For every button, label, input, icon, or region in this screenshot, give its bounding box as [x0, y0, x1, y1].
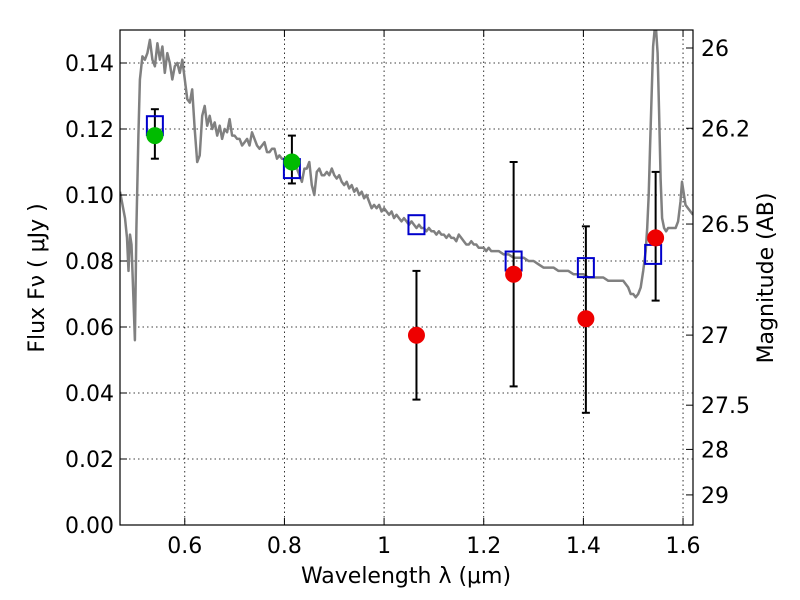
plot-frame: [119, 29, 694, 526]
observed-point: [647, 229, 665, 247]
observed-photometry-points: [146, 127, 665, 344]
x-tick-label: 1.6: [666, 534, 701, 559]
y-tick-label: 0.04: [65, 382, 114, 407]
observed-point: [283, 153, 301, 171]
template-spectrum-line: [120, 30, 693, 342]
y-tick-labels: 0.00 0.02 0.04 0.06 0.08 0.10 0.12 0.14: [65, 52, 114, 539]
observed-point: [505, 265, 523, 283]
x-tick-label: 1: [377, 534, 391, 559]
y-tick-label: 0.06: [65, 316, 114, 341]
x-tick-label: 0.8: [267, 534, 302, 559]
model-point-square: [407, 214, 426, 236]
y-axis-label-left: Flux Fν ( μJy ): [25, 203, 50, 352]
x-tick-labels: 0.6 0.8 1 1.2 1.4 1.6: [167, 534, 700, 559]
y-axis-label-right: Magnitude (AB): [754, 193, 779, 364]
y-tick-label: 0.00: [65, 514, 114, 539]
y-tick-label: 0.12: [65, 118, 114, 143]
right-tick-label: 28: [701, 438, 729, 463]
right-tick-label: 26.5: [701, 213, 750, 238]
y-tick-label: 0.08: [65, 250, 114, 275]
y-tick-label: 0.02: [65, 448, 114, 473]
right-tick-label: 27: [701, 324, 729, 349]
model-point-square: [576, 257, 595, 279]
model-photometry-squares: [145, 115, 663, 279]
axis-ticks: [120, 30, 693, 526]
y-tick-label: 0.10: [65, 184, 114, 209]
right-tick-label: 26: [701, 37, 729, 62]
y-tick-label: 0.14: [65, 52, 114, 77]
grid-lines: [120, 30, 693, 525]
x-tick-label: 1.2: [466, 534, 501, 559]
observed-point: [407, 326, 425, 344]
x-tick-label: 1.4: [566, 534, 601, 559]
right-tick-label: 29: [701, 484, 729, 509]
right-tick-labels: 26 26.2 26.5 27 27.5 28 29: [701, 37, 750, 509]
right-tick-label: 27.5: [701, 394, 750, 419]
right-tick-label: 26.2: [701, 117, 750, 142]
x-tick-label: 0.6: [167, 534, 202, 559]
observed-point: [146, 127, 164, 145]
observed-point: [577, 310, 595, 328]
x-axis-label: Wavelength λ (μm): [301, 564, 511, 589]
